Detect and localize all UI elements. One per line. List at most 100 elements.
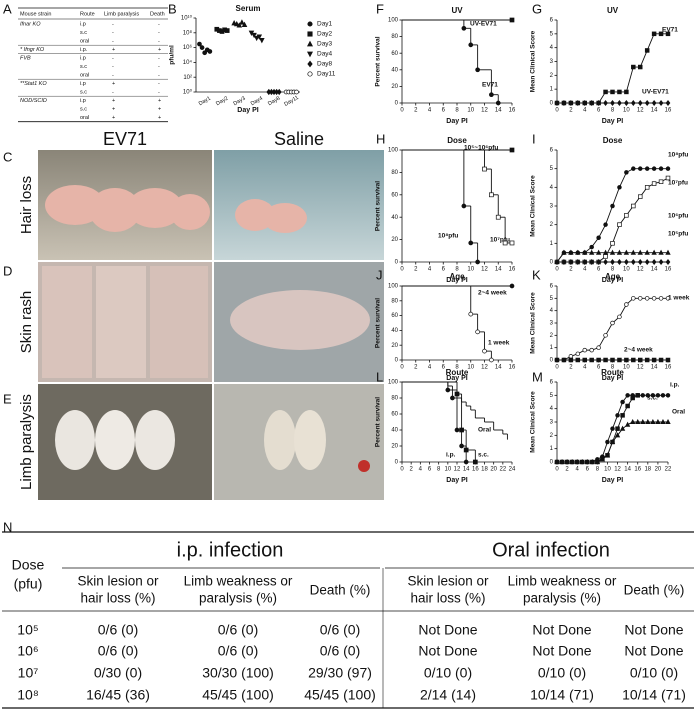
chart-title: UV [607,6,619,15]
point [582,258,588,266]
table-column-header: Limb weakness or [184,574,293,589]
y-tick-label: 5 [550,31,554,37]
table-cell: - [158,81,160,87]
x-tick-label: 14 [463,467,470,473]
point [658,31,664,37]
point [617,99,622,107]
table-cell: - [158,64,160,70]
point [645,418,651,425]
series-label: 10⁶pfu [668,213,688,220]
x-tick-label: 0 [400,467,404,473]
point [605,439,610,445]
chart-title: Age [449,272,465,281]
chart-title: Serum [236,4,261,13]
table-cell: - [112,72,114,78]
x-tick-label: 16 [665,267,672,273]
table-row-header: 10⁶ [17,643,38,659]
point [589,249,595,255]
point [589,99,595,107]
point [561,99,567,107]
y-tick-label: 0 [395,101,399,107]
table-row-header: 10⁸ [17,687,39,703]
point [589,458,595,465]
point [631,64,636,70]
point [589,347,594,353]
y-axis-label: Mean Clinical Score [530,30,537,92]
point [655,418,661,425]
y-tick-label: 0 [550,460,554,466]
table-column-header: Death (%) [310,583,371,598]
point [651,181,657,186]
series-line [556,168,668,263]
point [651,166,657,171]
point [251,32,257,39]
x-tick-label: 10 [467,267,474,273]
series-label: UV-EV71 [642,89,669,96]
y-tick-label: 6 [550,18,554,24]
point [199,45,205,50]
y-tick-label: 1 [550,241,554,247]
point [459,443,464,449]
x-tick-label: 2 [409,467,413,473]
table-column-header: hair loss (%) [80,591,155,606]
x-tick-label: 16 [472,467,479,473]
table-cell: i.p [80,55,86,61]
x-tick-label: 4 [583,108,587,114]
table-row-header: 10⁵ [17,622,38,638]
table-cell: Not Done [624,622,683,638]
x-tick-label: 10 [604,467,611,473]
mouse-shapes [42,185,370,472]
point [631,166,636,171]
chart-title: Dose [603,136,623,145]
point [554,458,560,465]
table-cell: oral [80,38,89,44]
x-tick-label: 2 [414,267,418,273]
x-tick-label: 8 [611,108,615,114]
table-cell: + [158,106,161,112]
x-tick-label: 22 [665,467,672,473]
table-header: Route [80,11,95,17]
table-row-header: 10⁷ [18,665,39,681]
y-tick-label: 20 [391,444,398,450]
point [635,418,641,425]
table-cell: oral [80,72,89,78]
point [617,222,622,227]
series-label: 10⁸pfu [668,152,688,159]
point [568,357,574,363]
chart-title: UV [451,6,463,15]
x-tick-label: 0 [555,108,559,114]
point [610,89,615,95]
y-tick-label: 6 [550,284,554,290]
x-tick-label: 4 [428,267,432,273]
point [197,41,202,47]
point [554,258,560,266]
x-tick-label: 0 [400,108,404,114]
point [651,357,657,363]
point [658,249,664,255]
series-line [557,177,669,263]
point [624,421,631,427]
table-cell: i.p [80,81,86,87]
point [617,89,622,95]
point [617,314,622,320]
point [637,64,643,70]
point [602,249,609,255]
x-tick-label: 2 [414,108,418,114]
point [609,438,616,445]
point [658,258,664,266]
point [644,258,650,266]
x-tick-label: 22 [499,467,506,473]
y-tick-label: 20 [391,84,398,90]
point [603,357,608,363]
photo-row-label: Hair loss [18,176,35,234]
point [630,395,635,401]
x-tick-label: 14 [495,108,502,114]
point [658,296,664,301]
photo-row-label: Skin rash [18,291,35,354]
table-cell: - [158,89,160,95]
point [658,166,664,171]
y-tick-label: 80 [391,170,398,176]
point [635,393,640,398]
y-tick-label: 3 [550,59,554,65]
table-cell: 0/10 (0) [630,665,678,681]
